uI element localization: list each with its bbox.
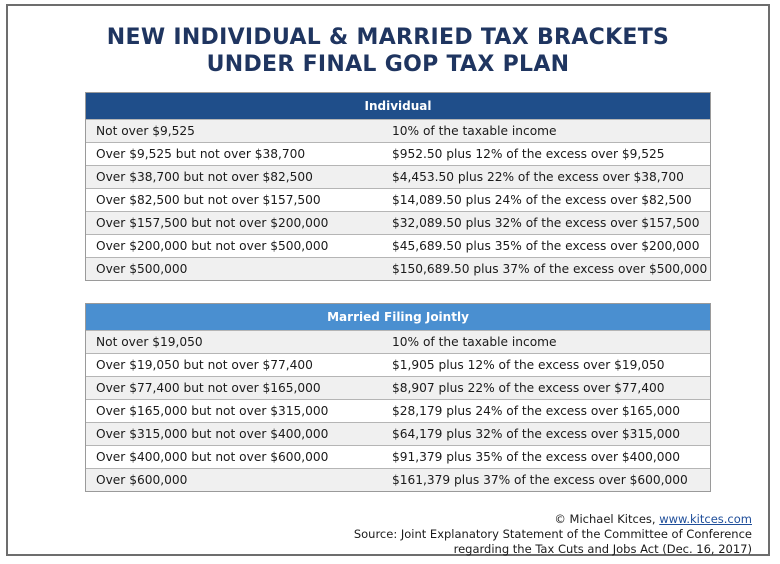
income-range-cell: Over $157,500 but not over $200,000: [96, 216, 329, 230]
copyright-line: © Michael Kitces, www.kitces.com: [354, 512, 752, 527]
table-row: Over $19,050 but not over $77,400 $1,905 …: [86, 353, 710, 376]
tax-cell: $91,379 plus 35% of the excess over $400…: [392, 450, 681, 464]
tax-cell: $952.50 plus 12% of the excess over $9,5…: [392, 147, 665, 161]
income-range-cell: Over $77,400 but not over $165,000: [96, 381, 321, 395]
income-range-cell: Over $19,050 but not over $77,400: [96, 358, 313, 372]
title-line-2: UNDER FINAL GOP TAX PLAN: [206, 52, 570, 77]
copyright-text: © Michael Kitces,: [554, 512, 656, 526]
income-range-cell: Over $400,000 but not over $600,000: [96, 450, 329, 464]
tax-cell: $150,689.50 plus 37% of the excess over …: [392, 262, 708, 276]
tax-cell: $45,689.50 plus 35% of the excess over $…: [392, 239, 700, 253]
table-row: Over $200,000 but not over $500,000 $45,6…: [86, 234, 710, 257]
income-range-cell: Over $38,700 but not over $82,500: [96, 170, 313, 184]
table-row: Over $9,525 but not over $38,700 $952.50 …: [86, 142, 710, 165]
table-row: Over $38,700 but not over $82,500 $4,453.…: [86, 165, 710, 188]
income-range-cell: Over $9,525 but not over $38,700: [96, 147, 306, 161]
married-brackets-table: Married Filing Jointly Not over $19,050 1…: [85, 303, 711, 492]
tax-cell: 10% of the taxable income: [392, 124, 557, 138]
tax-cell: $14,089.50 plus 24% of the excess over $…: [392, 193, 692, 207]
income-range-cell: Not over $9,525: [96, 124, 195, 138]
income-range-cell: Not over $19,050: [96, 335, 203, 349]
table-row: Over $82,500 but not over $157,500 $14,08…: [86, 188, 710, 211]
source-line-2: regarding the Tax Cuts and Jobs Act (Dec…: [453, 542, 752, 556]
table-row: Over $315,000 but not over $400,000 $64,1…: [86, 422, 710, 445]
income-range-cell: Over $500,000: [96, 262, 188, 276]
tax-cell: $161,379 plus 37% of the excess over $60…: [392, 473, 688, 487]
individual-table-header: Individual: [86, 93, 710, 119]
footer-credits: © Michael Kitces, www.kitces.com Source:…: [354, 512, 752, 557]
income-range-cell: Over $600,000: [96, 473, 188, 487]
table-row: Over $600,000 $161,379 plus 37% of the ex…: [86, 468, 710, 491]
married-rows: Not over $19,050 10% of the taxable incom…: [86, 330, 710, 491]
tax-cell: $64,179 plus 32% of the excess over $315…: [392, 427, 681, 441]
individual-rows: Not over $9,525 10% of the taxable income…: [86, 119, 710, 280]
income-range-cell: Over $200,000 but not over $500,000: [96, 239, 329, 253]
individual-brackets-table: Individual Not over $9,525 10% of the tax…: [85, 92, 711, 281]
table-row: Over $400,000 but not over $600,000 $91,3…: [86, 445, 710, 468]
source-line-1: Source: Joint Explanatory Statement of t…: [353, 527, 752, 541]
table-row: Over $165,000 but not over $315,000 $28,1…: [86, 399, 710, 422]
income-range-cell: Over $165,000 but not over $315,000: [96, 404, 329, 418]
tax-cell: $28,179 plus 24% of the excess over $165…: [392, 404, 681, 418]
infographic-frame: NEW INDIVIDUAL & MARRIED TAX BRACKETS UN…: [6, 4, 770, 556]
kitces-link[interactable]: www.kitces.com: [659, 512, 752, 526]
tax-cell: 10% of the taxable income: [392, 335, 557, 349]
married-table-header: Married Filing Jointly: [86, 304, 710, 330]
title-line-1: NEW INDIVIDUAL & MARRIED TAX BRACKETS: [106, 25, 670, 50]
tax-cell: $32,089.50 plus 32% of the excess over $…: [392, 216, 700, 230]
income-range-cell: Over $82,500 but not over $157,500: [96, 193, 321, 207]
table-row: Over $500,000 $150,689.50 plus 37% of the…: [86, 257, 710, 280]
table-row: Over $77,400 but not over $165,000 $8,907…: [86, 376, 710, 399]
table-row: Not over $9,525 10% of the taxable income: [86, 119, 710, 142]
tax-cell: $1,905 plus 12% of the excess over $19,0…: [392, 358, 665, 372]
table-row: Not over $19,050 10% of the taxable incom…: [86, 330, 710, 353]
income-range-cell: Over $315,000 but not over $400,000: [96, 427, 329, 441]
table-row: Over $157,500 but not over $200,000 $32,0…: [86, 211, 710, 234]
page-title: NEW INDIVIDUAL & MARRIED TAX BRACKETS UN…: [8, 24, 768, 78]
tax-cell: $8,907 plus 22% of the excess over $77,4…: [392, 381, 665, 395]
tax-cell: $4,453.50 plus 22% of the excess over $3…: [392, 170, 684, 184]
